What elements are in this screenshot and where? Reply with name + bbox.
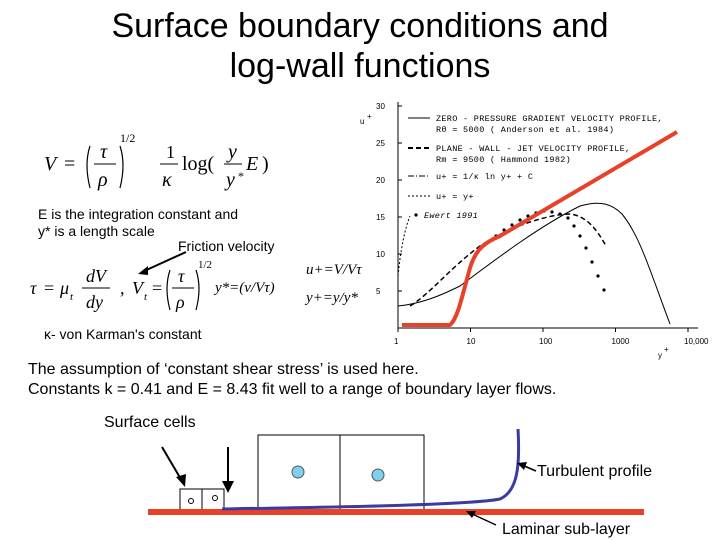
svg-text:dV: dV: [86, 266, 108, 286]
svg-text:=: =: [152, 278, 162, 298]
svg-text:1/2: 1/2: [120, 131, 135, 145]
friction-velocity-arrow: [138, 251, 187, 275]
assumption-line-2: Constants k = 0.41 and E = 8.43 fit well…: [28, 381, 557, 398]
ewert-point: [502, 228, 506, 232]
slide-title: Surface boundary conditions and log-wall…: [0, 6, 720, 86]
red-log-law-overlay: [402, 130, 679, 327]
svg-text:t: t: [70, 291, 74, 303]
plane-wall-jet-curve: [409, 213, 607, 307]
ewert-point: [558, 212, 562, 216]
small-cell-center-2: [212, 495, 218, 501]
y-axis-label: u: [360, 117, 364, 126]
y-tick-group: 30 25 20 15 10 5: [376, 102, 402, 296]
surface-cells-label: Surface cells: [104, 414, 196, 431]
svg-text:t: t: [144, 291, 148, 303]
svg-text:V: V: [44, 153, 59, 175]
svg-text:τ: τ: [30, 278, 37, 298]
svg-text:y: y: [224, 169, 235, 191]
turbulent-profile-curve: [221, 428, 521, 511]
log-wall-formula: V = τ ρ 1/2 1 κ log( y y * E ): [44, 131, 269, 191]
turbulent-profile-label: Turbulent profile: [537, 463, 653, 480]
velocity-profile-chart: u + 30 25 20 15 10 5 1 10 100 1000 10,000 y + ZER…: [360, 102, 709, 360]
legend-entry-4: Rm = 9500 ( Hammond 1982): [436, 155, 571, 165]
svg-text:y: y: [226, 141, 237, 163]
legend-entry-5: u+ = 1/κ ln y+ + C: [436, 172, 533, 182]
y-tick-label: 30: [376, 102, 385, 111]
y-plus-equation: y+=y/y*: [306, 290, 358, 306]
zero-pressure-gradient-curve: [397, 202, 671, 325]
ewert-point: [572, 224, 576, 228]
e-note-line-2: y* is a length scale: [38, 223, 155, 239]
ewert-point: [510, 223, 514, 227]
svg-text:1/2: 1/2: [198, 259, 212, 271]
svg-text:=: =: [64, 153, 75, 175]
legend-entry-1: ZERO - PRESSURE GRADIENT VELOCITY PROFIL…: [436, 114, 663, 124]
x-tick-label: 10,000: [684, 337, 709, 346]
legend-entry-6: u+ = y+: [436, 192, 474, 202]
x-tick-label: 10: [467, 337, 476, 346]
ewert-point: [590, 260, 594, 264]
laminar-arrow-head: [466, 511, 476, 518]
y-tick-label: 20: [376, 176, 385, 185]
friction-velocity-label: Friction velocity: [178, 238, 275, 254]
surface-cells-diagram: [148, 428, 644, 526]
y-tick-label: 10: [376, 250, 385, 259]
svg-text:+: +: [367, 112, 372, 121]
assumption-text: The assumption of ‘constant shear stress…: [28, 360, 556, 400]
ewert-point: [578, 234, 582, 238]
ewert-point: [584, 246, 588, 250]
svg-text:+: +: [664, 345, 669, 354]
ewert-point: [602, 288, 606, 292]
turbulent-profile-arrow-head: [517, 462, 527, 470]
y-tick-label: 5: [376, 287, 381, 296]
cell-center-2: [371, 468, 385, 482]
svg-text:μ: μ: [59, 278, 69, 298]
ewert-point: [596, 274, 600, 278]
svg-text:V: V: [132, 278, 145, 298]
e-constant-note: E is the integration constant and y* is …: [38, 206, 238, 240]
surface-wall: [148, 509, 644, 515]
svg-text:dy: dy: [86, 292, 103, 312]
x-axis-label: y: [658, 351, 662, 360]
y-star-equation: y*=(ν/Vτ): [215, 280, 275, 296]
laminar-sublayer-label: Laminar sub-layer: [502, 521, 631, 538]
svg-text:ρ: ρ: [175, 292, 185, 312]
legend-entry-2: Rθ = 5000 ( Anderson et al. 1984): [436, 125, 614, 135]
viscous-sublayer-curve: [397, 215, 411, 277]
svg-text:*: *: [238, 169, 244, 183]
e-note-line-1: E is the integration constant and: [38, 206, 239, 222]
title-line-2: log-wall functions: [229, 47, 491, 85]
y-tick-label: 15: [376, 213, 385, 222]
svg-text:E: E: [245, 153, 258, 175]
y-tick-label: 25: [376, 139, 385, 148]
cell-center-1: [291, 465, 305, 479]
chart-legend: ZERO - PRESSURE GRADIENT VELOCITY PROFIL…: [408, 114, 663, 221]
svg-text:ρ: ρ: [97, 169, 108, 191]
x-tick-label: 100: [539, 337, 553, 346]
svg-text:): ): [262, 153, 269, 175]
surface-cell-arrow-1: [161, 446, 183, 482]
legend-entry-3: PLANE - WALL - JET VELOCITY PROFILE,: [436, 144, 630, 154]
svg-text:1: 1: [166, 142, 175, 162]
x-tick-group: 1 10 100 1000 10,000: [394, 328, 709, 346]
svg-text:τ: τ: [100, 141, 108, 163]
u-plus-equation: u+=V/Vτ: [306, 262, 362, 278]
title-line-1: Surface boundary conditions and: [111, 7, 609, 45]
legend-entry-7: Ewert 1991: [424, 211, 478, 221]
x-tick-label: 1: [394, 337, 399, 346]
svg-text:=: =: [44, 278, 54, 298]
ewert-point: [518, 218, 522, 222]
ewert-point: [566, 216, 570, 220]
assumption-line-1: The assumption of ‘constant shear stress…: [28, 361, 419, 378]
ewert-point: [550, 210, 554, 214]
x-tick-label: 1000: [612, 337, 630, 346]
shear-stress-formula: τ = μ t dV dy , V t = τ ρ 1/2: [30, 259, 212, 312]
svg-text:τ: τ: [178, 266, 185, 286]
svg-text:,: ,: [120, 278, 125, 298]
small-cell-center-1: [188, 498, 194, 504]
svg-text:log(: log(: [182, 153, 215, 175]
svg-text:κ: κ: [162, 169, 172, 191]
kappa-note: κ- von Karman's constant: [44, 326, 202, 342]
